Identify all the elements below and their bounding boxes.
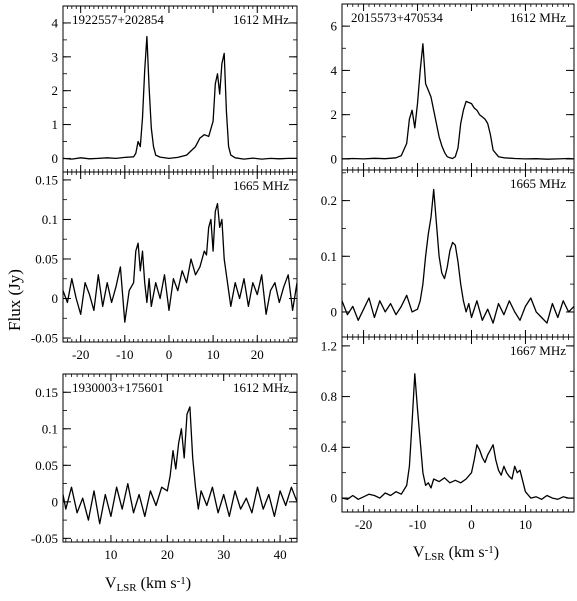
y-tick-label: 0.8 — [321, 389, 337, 404]
spectrum-panel: 0 0.1 0.2 1665 MHz — [321, 169, 575, 338]
y-tick-label: 0 — [331, 304, 338, 319]
y-tick-label: 0.1 — [42, 421, 58, 436]
x-tick-label: -10 — [116, 347, 133, 362]
frequency-label: 1665 MHz — [233, 178, 289, 193]
spectrum-panel: -20 -10 0 10 0 0.4 0.8 1.2 1667 MHz — [321, 336, 575, 532]
panel-frame — [62, 373, 298, 543]
x-tick-label: 10 — [519, 517, 532, 532]
y-tick-label: 0.05 — [35, 251, 58, 266]
x-tick-label: 40 — [274, 547, 287, 562]
spectrum-line — [342, 188, 574, 324]
frequency-label: 1667 MHz — [510, 343, 566, 358]
x-axis-title-right: VLSR (km s-1) — [413, 544, 499, 564]
y-tick-label: 0.15 — [35, 385, 58, 400]
spectrum-line — [63, 202, 297, 323]
x-tick-label: 20 — [161, 547, 174, 562]
x-tick-label: 20 — [251, 347, 264, 362]
y-tick-label: 4 — [52, 15, 59, 30]
panel-frame — [341, 336, 575, 513]
y-tick-label: 0 — [52, 151, 59, 166]
y-tick-label: 0 — [331, 151, 338, 166]
x-tick-label: -20 — [72, 347, 89, 362]
y-tick-label: 0 — [52, 494, 59, 509]
y-tick-label: 0.15 — [35, 172, 58, 187]
y-tick-label: 0.4 — [321, 440, 338, 455]
spectrum-panel: 10 20 30 40 -0.05 0 0.05 0.1 0.15 1930003+175601 1… — [31, 373, 298, 562]
panel-frame — [62, 5, 298, 173]
source-name-label: 1922557+202854 — [72, 12, 164, 27]
spectrum-panel: -20 -10 0 10 20 -0.05 0 0.05 0.1 0.15 1665 MHz — [31, 171, 298, 362]
x-axis-title-left: VLSR (km s-1) — [105, 575, 191, 595]
x-tick-label: -10 — [409, 517, 426, 532]
x-tick-label: 10 — [207, 347, 220, 362]
x-tick-label: 30 — [217, 547, 230, 562]
spectrum-line — [63, 35, 297, 160]
spectrum-panel: 0 2 4 6 2015573+470534 1612 MHz — [331, 3, 575, 171]
y-tick-label: 2 — [52, 83, 59, 98]
y-axis-title: Flux (Jy) — [5, 269, 24, 331]
spectrum-panel: 0 1 2 3 4 1922557+202854 1612 MHz — [52, 5, 298, 173]
x-tick-label: -20 — [355, 517, 372, 532]
y-tick-label: 0 — [52, 291, 59, 306]
frequency-label: 1612 MHz — [510, 10, 566, 25]
y-tick-label: 0.05 — [35, 458, 58, 473]
y-tick-label: -0.05 — [31, 531, 58, 546]
y-tick-label: -0.05 — [31, 331, 58, 346]
y-tick-label: 1 — [52, 117, 59, 132]
x-tick-label: 0 — [468, 517, 475, 532]
x-tick-label: 0 — [166, 347, 173, 362]
x-tick-label: 10 — [104, 547, 117, 562]
source-name-label: 2015573+470534 — [351, 10, 443, 25]
y-tick-label: 2 — [331, 107, 338, 122]
y-tick-label: 4 — [331, 63, 338, 78]
y-tick-label: 1.2 — [321, 338, 337, 353]
y-tick-label: 0.1 — [321, 249, 337, 264]
frequency-label: 1665 MHz — [510, 176, 566, 191]
spectrum-line — [342, 43, 574, 160]
y-tick-label: 3 — [52, 49, 59, 64]
frequency-label: 1612 MHz — [233, 380, 289, 395]
y-tick-label: 6 — [331, 19, 338, 34]
frequency-label: 1612 MHz — [233, 12, 289, 27]
y-tick-label: 0.1 — [42, 212, 58, 227]
panel-frame — [62, 171, 298, 343]
spectrum-line — [342, 373, 574, 500]
y-tick-label: 0 — [331, 491, 338, 506]
source-name-label: 1930003+175601 — [72, 380, 164, 395]
y-tick-label: 0.2 — [321, 193, 337, 208]
spectrum-line — [63, 406, 297, 525]
